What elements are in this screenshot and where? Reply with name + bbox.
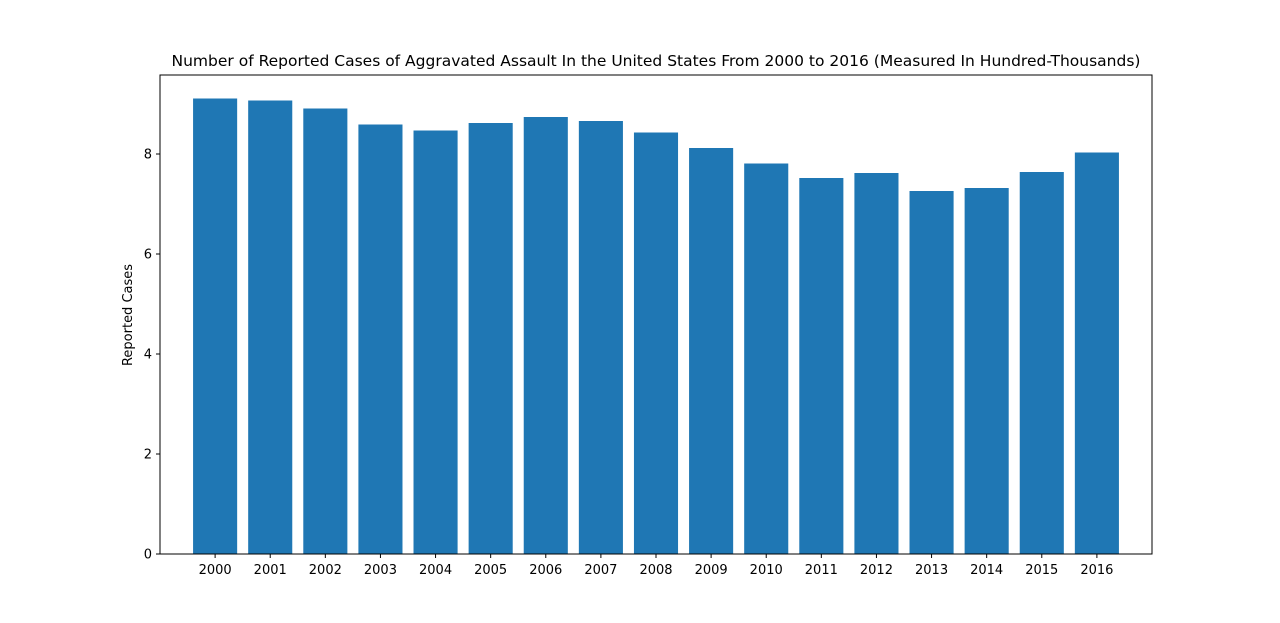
x-tick-label: 2009 [695,563,728,578]
x-tick-label: 2016 [1080,563,1113,578]
bar-2008 [633,132,679,554]
bar-2001 [248,100,293,554]
y-tick-label: 6 [144,248,152,263]
x-ticks-group: 2000 2001 2002 2003 2004 2005 2006 2007 2008 2009… [199,554,1113,578]
x-tick-label: 2000 [199,563,232,578]
bar-2002 [303,108,348,554]
bar-2003 [358,124,403,554]
x-tick-label: 2014 [970,563,1003,578]
x-tick-label: 2004 [419,563,452,578]
bar-2015 [1019,172,1064,554]
bar-2012 [854,173,899,554]
bar-2009 [689,148,734,554]
x-tick-label: 2001 [254,563,287,578]
bar-2007 [578,121,623,554]
bar-2014 [964,188,1009,554]
x-tick-label: 2011 [805,563,838,578]
bar-2000 [193,98,238,554]
x-tick-label: 2008 [639,563,672,578]
bars-group [193,98,1119,554]
y-ticks-group: 0 2 4 6 8 [144,148,160,563]
y-tick-label: 8 [144,148,152,163]
y-tick-label: 0 [144,548,152,563]
x-tick-label: 2012 [860,563,893,578]
plot-frame [159,74,1153,555]
x-tick-label: 2010 [750,563,783,578]
bar-2016 [1074,152,1119,554]
x-tick-label: 2015 [1025,563,1058,578]
bar-2005 [468,123,513,554]
y-tick-label: 2 [144,448,152,463]
y-tick-label: 4 [144,348,152,363]
bar-2010 [744,163,789,554]
x-tick-label: 2005 [474,563,507,578]
bar-2011 [799,178,844,554]
bar-2004 [413,130,458,554]
y-axis-label: Reported Cases [121,264,136,366]
x-tick-label: 2006 [529,563,562,578]
bar-2013 [909,191,954,554]
bar-2006 [523,117,568,554]
x-tick-label: 2007 [584,563,617,578]
chart-title: Number of Reported Cases of Aggravated A… [172,52,1141,70]
x-tick-label: 2013 [915,563,948,578]
x-tick-label: 2003 [364,563,397,578]
x-tick-label: 2002 [309,563,342,578]
